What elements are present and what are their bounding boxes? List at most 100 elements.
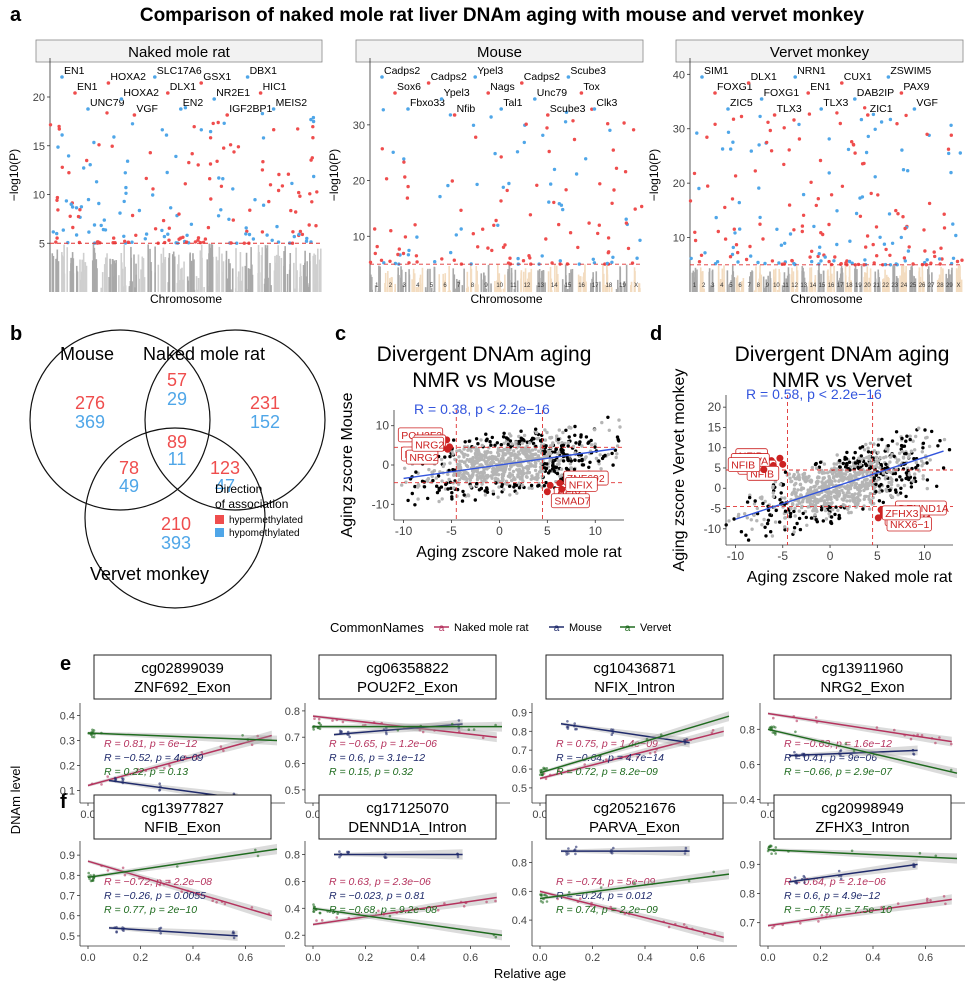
zscore-point: [572, 467, 577, 472]
facet-point-vervet: [687, 879, 691, 883]
manhattan-band-mark: [571, 268, 574, 292]
manhattan-2: Vervet monkey10203040−log10(P)Chromosome…: [647, 39, 964, 306]
zscore-point: [436, 474, 441, 478]
manhattan-band-mark: [239, 252, 242, 292]
manhattan-band-mark: [147, 244, 149, 292]
zscore-point: [832, 462, 836, 466]
manhattan-point: [940, 257, 944, 261]
zscore-point: [795, 470, 800, 474]
manhattan-point: [728, 255, 733, 259]
manhattan-point: [840, 184, 845, 188]
manhattan-band-mark: [456, 278, 458, 292]
manhattan-point: [853, 151, 857, 155]
manhattan-point: [547, 200, 551, 204]
facet-stat-vervet: R = 0.74, p = 2.2e−09: [556, 904, 658, 916]
panel-letter-f: f: [60, 791, 67, 813]
zscore-point: [509, 465, 513, 469]
manhattan-point: [544, 237, 548, 241]
manhattan-point: [508, 256, 512, 260]
zscore-point: [762, 517, 766, 522]
facet-point-nmr: [418, 728, 422, 732]
manhattan-band-mark: [782, 289, 785, 292]
manhattan-point: [563, 120, 568, 124]
manhattan-point: [758, 222, 762, 226]
manhattan-point: [612, 188, 616, 192]
manhattan-point: [450, 179, 454, 183]
manhattan-point: [407, 261, 411, 265]
manhattan-band-mark: [424, 287, 427, 292]
manhattan-point: [576, 245, 580, 250]
zscore-point: [517, 444, 521, 449]
manhattan-band-mark: [135, 263, 137, 292]
manhattan-point: [193, 240, 198, 244]
manhattan-point: [860, 195, 865, 199]
facet-xlabel: Relative age: [494, 966, 566, 981]
manhattan-band-mark: [792, 271, 795, 292]
manhattan-point: [850, 261, 854, 265]
facet-strip: [545, 654, 724, 700]
manhattan-band-mark: [447, 290, 450, 292]
zscore-point: [884, 447, 888, 451]
manhattan-gene-label: Scube3: [570, 65, 606, 77]
manhattan-band-mark: [876, 285, 879, 292]
manhattan-band-mark: [801, 270, 803, 292]
zscore-ytick-label: 10: [376, 419, 390, 433]
manhattan-gene-label: Ypel3: [477, 65, 503, 77]
zscore-point: [874, 459, 878, 463]
manhattan-point: [231, 187, 235, 191]
facet-point-mouse: [685, 737, 688, 741]
manhattan-point: [900, 148, 904, 152]
facet-point-nmr: [934, 741, 937, 745]
manhattan-band-mark: [595, 284, 598, 292]
manhattan-point: [215, 159, 219, 163]
manhattan-point: [888, 117, 893, 122]
zscore-point: [864, 494, 868, 499]
facet-xtick-label: 0.6: [463, 952, 478, 964]
zscore-gene-label: NFIB: [731, 460, 755, 472]
manhattan-band-mark: [938, 278, 940, 292]
zscore-point: [853, 492, 857, 496]
zscore-point: [508, 439, 513, 443]
manhattan-point: [906, 249, 911, 253]
venn-set-vervet: Vervet monkey: [90, 564, 209, 584]
manhattan-point: [765, 140, 769, 145]
facet-fit-nmr: [312, 896, 497, 926]
zscore-point: [543, 428, 547, 432]
manhattan-point: [438, 194, 442, 199]
zscore-point: [811, 509, 815, 513]
facet-ytick-label: 0.8: [285, 706, 300, 718]
facet-point-nmr: [256, 734, 260, 738]
zscore-regression-line: [403, 448, 615, 480]
zscore-point: [544, 480, 548, 485]
manhattan-label-point: [726, 107, 730, 111]
manhattan-band-mark: [844, 265, 847, 292]
manhattan-label-point: [426, 81, 431, 85]
zscore-point: [480, 443, 484, 448]
manhattan-band-mark: [582, 276, 585, 292]
manhattan-band-mark: [474, 283, 477, 292]
manhattan-point: [446, 183, 450, 188]
zscore-point: [910, 466, 914, 471]
zscore-point: [446, 487, 450, 491]
manhattan-band-mark: [419, 274, 422, 292]
zscore-point: [923, 428, 927, 432]
manhattan-point: [739, 114, 744, 119]
manhattan-point: [596, 231, 600, 236]
zscore-point: [451, 452, 455, 456]
manhattan-xtick-label: 15: [565, 283, 572, 289]
manhattan-band-mark: [178, 288, 181, 292]
manhattan-band-mark: [484, 275, 486, 292]
manhattan-point: [505, 188, 509, 193]
manhattan-band-mark: [811, 289, 814, 292]
manhattan-band-mark: [960, 290, 962, 292]
zscore-point: [555, 471, 560, 476]
zscore-point: [826, 480, 831, 484]
facet-xtick-label: 0.4: [637, 952, 652, 964]
venn-legend-title-1: Direction: [215, 482, 262, 496]
manhattan-point: [403, 175, 407, 179]
zscore-point: [805, 496, 810, 500]
facet-point-vervet: [852, 749, 856, 753]
manhattan-gene-label: PAX9: [903, 81, 929, 93]
manhattan-point: [753, 169, 757, 173]
